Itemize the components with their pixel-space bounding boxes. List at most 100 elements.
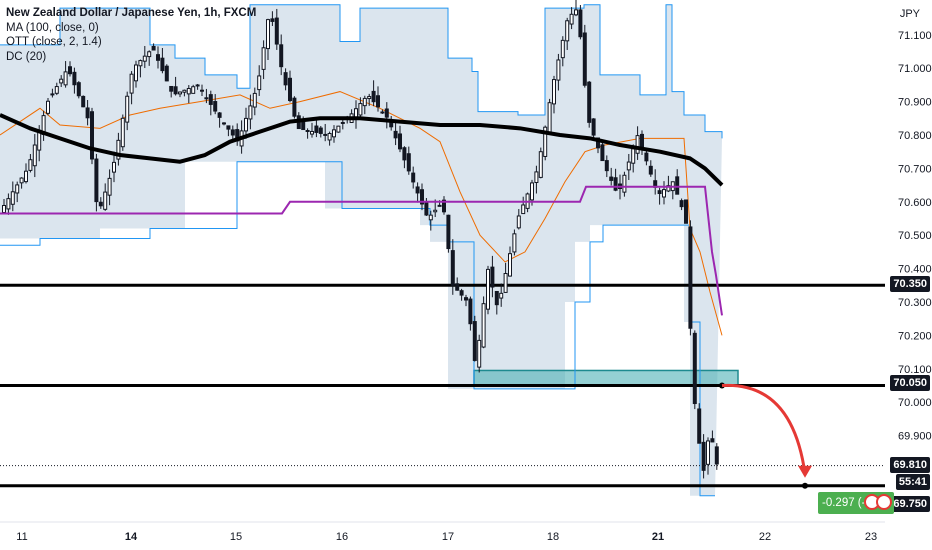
candle-body: [380, 111, 385, 114]
candle-body: [538, 151, 543, 178]
candle-body: [305, 130, 310, 133]
arrow-end-dot: [802, 482, 808, 489]
candle-body: [402, 147, 407, 161]
candle-body: [384, 108, 389, 118]
candle-body: [191, 86, 196, 94]
x-tick-label: 16: [336, 531, 348, 543]
candle-body: [450, 250, 455, 286]
candle-body: [292, 97, 297, 117]
candle-body: [530, 182, 534, 201]
candle-body: [6, 198, 11, 210]
x-tick-label: 14: [125, 531, 138, 543]
legend-ott[interactable]: OTT (close, 2, 1.4): [6, 36, 102, 48]
candle-body: [288, 77, 292, 102]
candle-body: [103, 191, 108, 210]
candle-body: [486, 268, 490, 310]
candle-body: [657, 190, 662, 195]
x-tick-label: 22: [759, 531, 771, 543]
y-tick-label: 70.300: [898, 297, 932, 309]
candle-body: [635, 135, 640, 154]
candle-body: [116, 139, 121, 160]
dc-upper-band: [0, 4, 723, 139]
candle-body: [481, 303, 486, 348]
x-tick-label: 18: [547, 531, 559, 543]
price-label-70050: 70.050: [890, 375, 930, 391]
candle-body: [72, 71, 77, 86]
position-stop-icon[interactable]: [876, 494, 892, 510]
candle-body: [534, 171, 539, 183]
forecast-arrowhead: [798, 465, 812, 478]
candle-body: [208, 94, 213, 105]
candle-body: [358, 103, 363, 116]
ma-line: [0, 113, 724, 187]
candle-body: [336, 125, 341, 133]
y-tick-label: 70.100: [898, 364, 932, 376]
candle-body: [129, 73, 134, 94]
candle-body: [376, 95, 380, 108]
countdown-label: 55:41: [895, 474, 930, 490]
candle-body: [494, 290, 499, 306]
candle-body: [138, 60, 143, 67]
candle-body: [169, 85, 174, 92]
candle-body: [556, 59, 561, 81]
candle-body: [279, 44, 284, 68]
candle-body: [98, 201, 103, 207]
candle-body: [142, 55, 147, 62]
candle-body: [222, 122, 226, 125]
candle-body: [508, 253, 512, 277]
dc-fill: [0, 4, 722, 496]
candle-body: [613, 177, 618, 191]
y-tick-label: 69.900: [898, 431, 932, 443]
candle-body: [547, 102, 552, 133]
candle-body: [182, 89, 187, 93]
candle-body: [217, 112, 222, 118]
candle-body: [666, 185, 671, 192]
candle-body: [147, 51, 152, 58]
candle-body: [644, 152, 649, 162]
candle-body: [195, 84, 200, 87]
candle-body: [85, 107, 90, 119]
candle-body: [327, 132, 332, 141]
candle-body: [437, 204, 442, 207]
dc-lower-band: [0, 161, 715, 497]
candle-body: [472, 321, 477, 361]
candle-body: [274, 17, 279, 45]
candle-body: [261, 47, 266, 70]
candle-body: [266, 19, 270, 50]
candle-body: [706, 440, 710, 465]
ott-support-line: [0, 91, 723, 336]
candle-body: [574, 9, 578, 16]
y-tick-label: 71.000: [898, 63, 932, 75]
candle-body: [464, 297, 468, 301]
candle-body: [679, 200, 684, 208]
legend-dc[interactable]: DC (20): [6, 50, 47, 63]
candle-body: [318, 127, 323, 134]
candle-body: [714, 446, 719, 465]
candle-body: [569, 13, 574, 25]
y-tick-label: 71.100: [898, 30, 932, 42]
candle-body: [134, 64, 138, 82]
candle-body: [604, 160, 609, 172]
currency-label: JPY: [899, 8, 920, 20]
candle-body: [424, 201, 429, 216]
x-tick-label: 17: [442, 531, 454, 543]
y-tick-label: 70.600: [898, 197, 932, 209]
candle-body: [46, 100, 50, 114]
candle-body: [204, 97, 209, 100]
candle-body: [50, 93, 55, 96]
legend-ma[interactable]: MA (100, close, 0): [6, 21, 99, 34]
candle-body: [76, 82, 81, 97]
candle-body: [367, 96, 372, 100]
candle-body: [248, 105, 253, 120]
candle-body: [314, 125, 319, 133]
candle-body: [609, 176, 614, 181]
candle-body: [90, 111, 94, 160]
y-tick-label: 70.200: [898, 330, 932, 342]
demand-zone: [473, 369, 739, 387]
candle-body: [257, 75, 262, 91]
candle-body: [543, 126, 548, 157]
candle-body: [186, 88, 191, 95]
candle-body: [125, 95, 130, 123]
ott-line: [0, 185, 723, 316]
